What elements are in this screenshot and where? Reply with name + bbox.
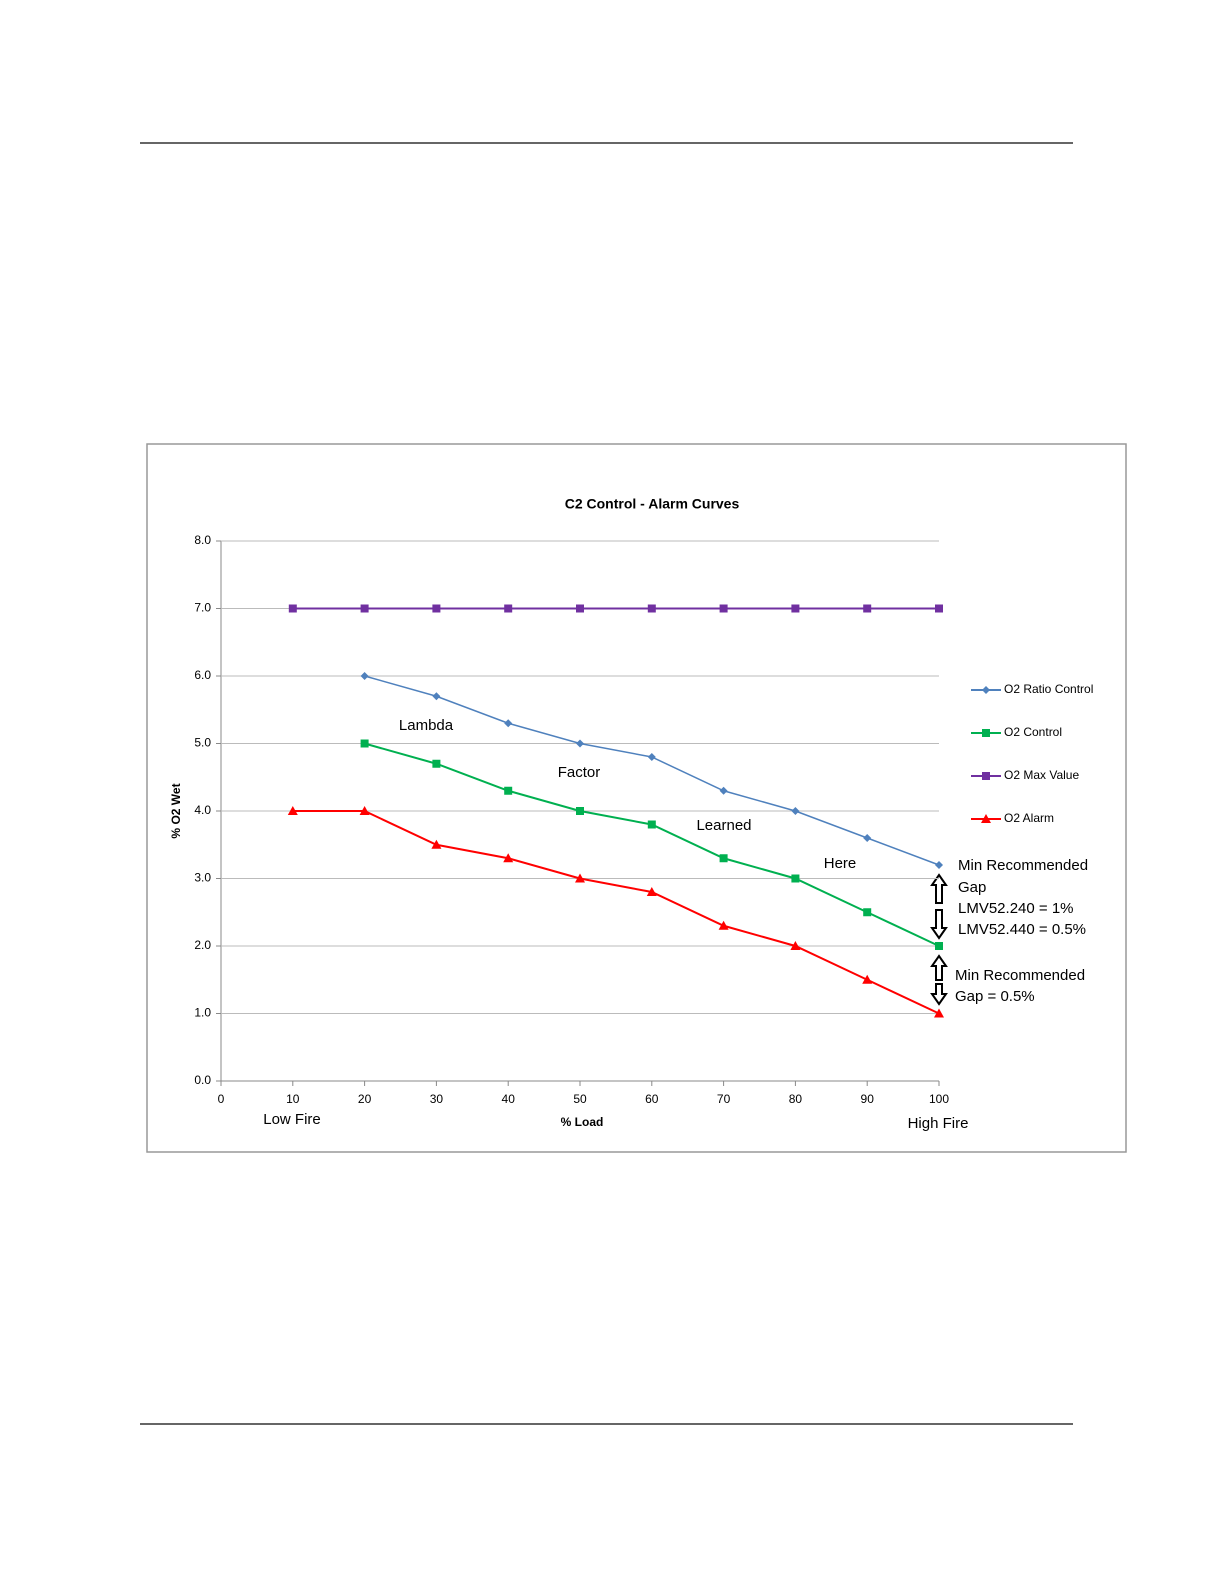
arrow-down <box>930 909 948 940</box>
data-point <box>647 753 656 761</box>
y-tick-label: 1.0 <box>194 1006 211 1020</box>
annotation: Min Recommended <box>955 967 1085 984</box>
chart-frame <box>146 443 1127 1153</box>
annotation: Lambda <box>399 717 454 734</box>
x-tick-label: 60 <box>645 1092 659 1106</box>
x-tick-label: 100 <box>929 1092 949 1106</box>
data-point <box>863 908 872 917</box>
data-point <box>288 604 297 613</box>
data-point <box>791 807 800 815</box>
legend-label: O2 Ratio Control <box>1004 682 1093 696</box>
data-point <box>647 820 656 829</box>
data-point <box>575 873 585 883</box>
arrow-up <box>930 954 948 981</box>
x-tick-label: 90 <box>861 1092 875 1106</box>
annotation: High Fire <box>908 1115 969 1132</box>
data-point <box>431 839 442 849</box>
arrow-down <box>930 983 948 1006</box>
data-point <box>504 719 513 728</box>
x-tick-label: 20 <box>358 1092 372 1106</box>
annotation: LMV52.240 = 1% <box>958 900 1074 917</box>
x-tick-label: 0 <box>218 1092 225 1106</box>
data-point <box>432 692 441 701</box>
data-point <box>287 806 298 815</box>
legend-label: O2 Max Value <box>1004 768 1079 782</box>
data-point <box>432 604 441 613</box>
legend-label: O2 Alarm <box>1004 811 1054 825</box>
data-point <box>360 739 369 748</box>
data-point <box>863 604 872 613</box>
y-tick-label: 3.0 <box>194 871 211 885</box>
data-point <box>360 604 369 613</box>
data-point <box>360 672 369 680</box>
legend-marker <box>982 686 990 694</box>
annotation: Learned <box>696 817 751 834</box>
data-point <box>934 1008 944 1018</box>
y-tick-label: 8.0 <box>194 533 211 547</box>
data-point <box>719 604 728 613</box>
chart-title: C2 Control - Alarm Curves <box>565 496 740 512</box>
y-tick-label: 7.0 <box>194 601 211 615</box>
x-tick-label: 40 <box>502 1092 516 1106</box>
data-point <box>862 974 873 984</box>
data-point <box>504 786 513 795</box>
data-point <box>790 941 801 950</box>
data-point <box>504 604 513 613</box>
data-point <box>935 861 943 869</box>
data-point <box>935 942 943 950</box>
data-point <box>432 759 441 768</box>
data-point <box>503 853 514 863</box>
y-tick-label: 4.0 <box>194 803 211 817</box>
x-tick-label: 30 <box>430 1092 444 1106</box>
data-point <box>719 786 728 795</box>
data-point <box>647 604 656 613</box>
gap-arrows <box>930 873 948 1006</box>
data-point <box>863 834 872 842</box>
series-line <box>292 810 940 1015</box>
data-point <box>576 807 584 815</box>
data-point <box>576 604 584 613</box>
data-point <box>718 920 729 930</box>
x-tick-label: 80 <box>789 1092 803 1106</box>
legend-marker <box>981 814 991 823</box>
data-point <box>646 887 657 896</box>
annotation: Factor <box>558 764 601 781</box>
y-axis-label: % O2 Wet <box>169 783 183 838</box>
annotation: Gap <box>958 879 986 896</box>
y-tick-label: 6.0 <box>194 668 211 682</box>
annotation: Here <box>824 855 857 872</box>
annotation: LMV52.440 = 0.5% <box>958 921 1086 938</box>
data-point <box>791 604 800 613</box>
x-axis-label: % Load <box>561 1115 604 1129</box>
annotation: Low Fire <box>263 1111 321 1128</box>
x-tick-label: 10 <box>286 1092 300 1106</box>
y-tick-label: 5.0 <box>194 736 211 750</box>
legend-label: O2 Control <box>1004 725 1062 739</box>
annotation: Gap = 0.5% <box>955 988 1035 1005</box>
x-tick-label: 50 <box>573 1092 587 1106</box>
annotation: Min Recommended <box>958 857 1088 874</box>
arrow-up <box>930 873 948 904</box>
x-tick-label: 70 <box>717 1092 731 1106</box>
data-point <box>791 874 800 883</box>
y-tick-label: 0.0 <box>194 1073 211 1087</box>
y-tick-label: 2.0 <box>194 938 211 952</box>
data-point <box>576 739 584 748</box>
data-point <box>359 806 370 815</box>
legend-marker <box>982 729 990 737</box>
data-point <box>935 604 943 613</box>
data-point <box>719 854 728 863</box>
legend-marker <box>982 772 990 780</box>
